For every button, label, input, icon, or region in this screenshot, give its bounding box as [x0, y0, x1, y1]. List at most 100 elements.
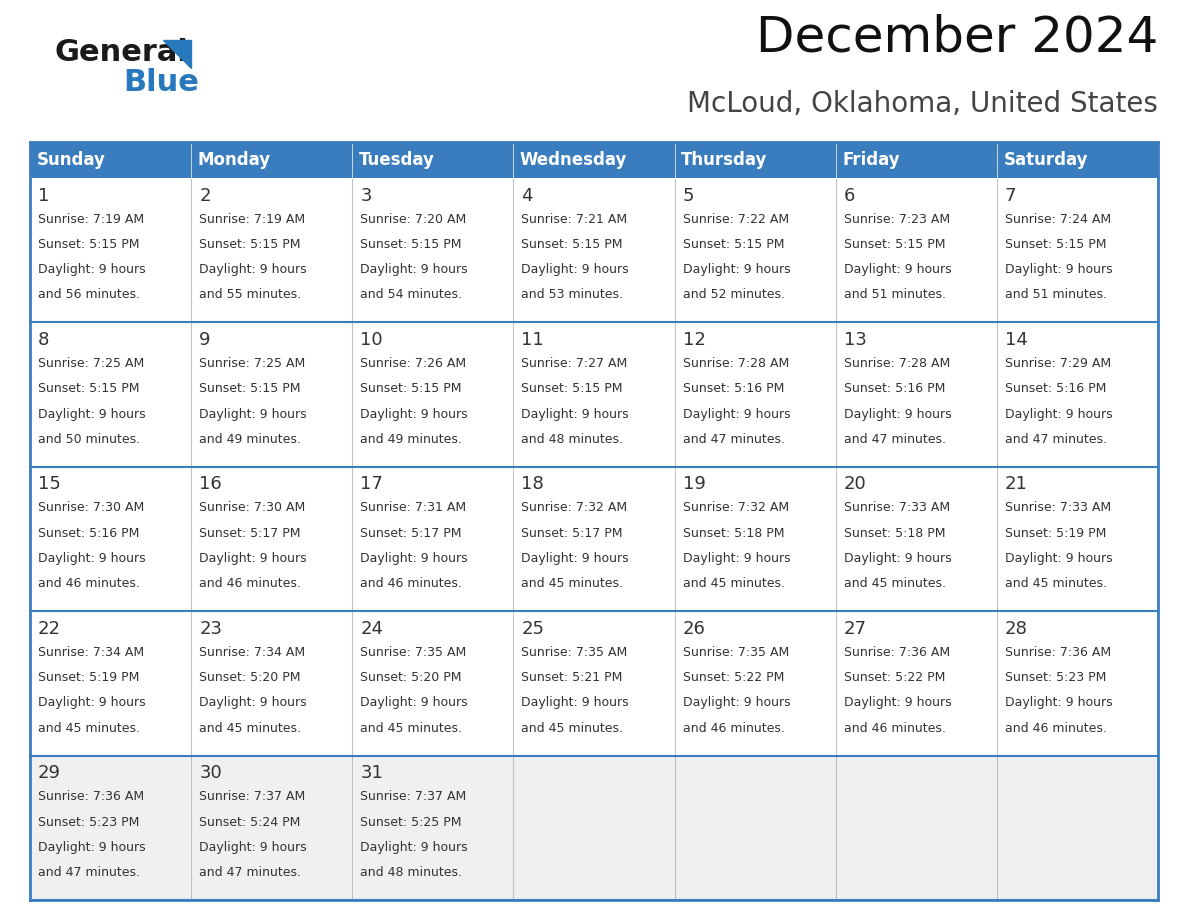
Text: Monday: Monday — [197, 151, 271, 169]
Text: Daylight: 9 hours: Daylight: 9 hours — [522, 697, 630, 710]
Text: Sunset: 5:25 PM: Sunset: 5:25 PM — [360, 815, 462, 829]
Text: Sunset: 5:24 PM: Sunset: 5:24 PM — [200, 815, 301, 829]
Text: Daylight: 9 hours: Daylight: 9 hours — [360, 552, 468, 565]
Bar — [30, 142, 1158, 178]
Text: Sunset: 5:15 PM: Sunset: 5:15 PM — [200, 238, 301, 251]
Text: 31: 31 — [360, 765, 384, 782]
Text: 3: 3 — [360, 186, 372, 205]
Text: and 47 minutes.: and 47 minutes. — [200, 866, 302, 879]
Text: 20: 20 — [843, 476, 866, 494]
Text: Sunrise: 7:28 AM: Sunrise: 7:28 AM — [683, 357, 789, 370]
Text: and 45 minutes.: and 45 minutes. — [360, 722, 462, 734]
Text: Sunrise: 7:37 AM: Sunrise: 7:37 AM — [200, 790, 305, 803]
Text: and 47 minutes.: and 47 minutes. — [843, 433, 946, 446]
Text: Saturday: Saturday — [1004, 151, 1088, 169]
Text: Daylight: 9 hours: Daylight: 9 hours — [360, 408, 468, 420]
Text: 19: 19 — [683, 476, 706, 494]
Text: Sunset: 5:17 PM: Sunset: 5:17 PM — [522, 527, 623, 540]
Text: Sunrise: 7:26 AM: Sunrise: 7:26 AM — [360, 357, 467, 370]
Text: Daylight: 9 hours: Daylight: 9 hours — [1005, 697, 1112, 710]
Text: Sunrise: 7:36 AM: Sunrise: 7:36 AM — [843, 646, 950, 659]
Text: Daylight: 9 hours: Daylight: 9 hours — [522, 552, 630, 565]
Text: Sunrise: 7:30 AM: Sunrise: 7:30 AM — [38, 501, 144, 514]
Text: Sunday: Sunday — [37, 151, 106, 169]
Text: 28: 28 — [1005, 620, 1028, 638]
Text: Wednesday: Wednesday — [520, 151, 627, 169]
Text: Sunset: 5:15 PM: Sunset: 5:15 PM — [522, 382, 623, 396]
Text: Sunset: 5:19 PM: Sunset: 5:19 PM — [1005, 527, 1106, 540]
Text: and 48 minutes.: and 48 minutes. — [522, 433, 624, 446]
Text: Daylight: 9 hours: Daylight: 9 hours — [360, 841, 468, 854]
Text: Sunrise: 7:23 AM: Sunrise: 7:23 AM — [843, 213, 950, 226]
Text: Sunset: 5:22 PM: Sunset: 5:22 PM — [843, 671, 946, 684]
Text: Sunrise: 7:24 AM: Sunrise: 7:24 AM — [1005, 213, 1111, 226]
Text: Sunset: 5:20 PM: Sunset: 5:20 PM — [360, 671, 462, 684]
Text: 9: 9 — [200, 331, 210, 349]
Text: Sunrise: 7:19 AM: Sunrise: 7:19 AM — [38, 213, 144, 226]
Text: Daylight: 9 hours: Daylight: 9 hours — [1005, 408, 1112, 420]
Text: McLoud, Oklahoma, United States: McLoud, Oklahoma, United States — [687, 90, 1158, 118]
Text: Sunrise: 7:27 AM: Sunrise: 7:27 AM — [522, 357, 627, 370]
Text: and 46 minutes.: and 46 minutes. — [843, 722, 946, 734]
Text: Sunrise: 7:33 AM: Sunrise: 7:33 AM — [843, 501, 950, 514]
Text: Daylight: 9 hours: Daylight: 9 hours — [200, 552, 307, 565]
Text: Sunset: 5:15 PM: Sunset: 5:15 PM — [843, 238, 946, 251]
Text: Daylight: 9 hours: Daylight: 9 hours — [522, 263, 630, 276]
Bar — [30, 466, 1158, 611]
Text: Daylight: 9 hours: Daylight: 9 hours — [683, 408, 790, 420]
Text: and 54 minutes.: and 54 minutes. — [360, 288, 462, 301]
Text: Sunrise: 7:21 AM: Sunrise: 7:21 AM — [522, 213, 627, 226]
Text: and 46 minutes.: and 46 minutes. — [200, 577, 301, 590]
Text: 6: 6 — [843, 186, 855, 205]
Text: Daylight: 9 hours: Daylight: 9 hours — [38, 408, 146, 420]
Bar — [30, 611, 1158, 756]
Text: 25: 25 — [522, 620, 544, 638]
Text: Daylight: 9 hours: Daylight: 9 hours — [1005, 552, 1112, 565]
Text: 5: 5 — [683, 186, 694, 205]
Text: Sunset: 5:16 PM: Sunset: 5:16 PM — [683, 382, 784, 396]
Text: Daylight: 9 hours: Daylight: 9 hours — [1005, 263, 1112, 276]
Text: Daylight: 9 hours: Daylight: 9 hours — [38, 841, 146, 854]
Text: Sunset: 5:15 PM: Sunset: 5:15 PM — [360, 382, 462, 396]
Text: Sunrise: 7:34 AM: Sunrise: 7:34 AM — [200, 646, 305, 659]
Text: Sunrise: 7:20 AM: Sunrise: 7:20 AM — [360, 213, 467, 226]
Text: Sunset: 5:18 PM: Sunset: 5:18 PM — [683, 527, 784, 540]
Text: 2: 2 — [200, 186, 210, 205]
Text: Sunrise: 7:34 AM: Sunrise: 7:34 AM — [38, 646, 144, 659]
Text: and 52 minutes.: and 52 minutes. — [683, 288, 784, 301]
Text: Daylight: 9 hours: Daylight: 9 hours — [683, 552, 790, 565]
Text: Daylight: 9 hours: Daylight: 9 hours — [200, 697, 307, 710]
Text: Daylight: 9 hours: Daylight: 9 hours — [843, 408, 952, 420]
Text: 27: 27 — [843, 620, 867, 638]
Text: Sunset: 5:23 PM: Sunset: 5:23 PM — [38, 815, 139, 829]
Text: Sunrise: 7:22 AM: Sunrise: 7:22 AM — [683, 213, 789, 226]
Bar — [30, 322, 1158, 466]
Text: Sunset: 5:17 PM: Sunset: 5:17 PM — [360, 527, 462, 540]
Text: Sunset: 5:16 PM: Sunset: 5:16 PM — [843, 382, 946, 396]
Text: 15: 15 — [38, 476, 61, 494]
Polygon shape — [163, 40, 191, 68]
Text: General: General — [55, 38, 189, 67]
Text: Daylight: 9 hours: Daylight: 9 hours — [38, 697, 146, 710]
Text: and 45 minutes.: and 45 minutes. — [843, 577, 946, 590]
Text: 16: 16 — [200, 476, 222, 494]
Text: 4: 4 — [522, 186, 533, 205]
Text: Sunrise: 7:35 AM: Sunrise: 7:35 AM — [522, 646, 627, 659]
Text: 7: 7 — [1005, 186, 1017, 205]
Text: Daylight: 9 hours: Daylight: 9 hours — [522, 408, 630, 420]
Text: and 47 minutes.: and 47 minutes. — [38, 866, 140, 879]
Text: and 49 minutes.: and 49 minutes. — [200, 433, 301, 446]
Text: Tuesday: Tuesday — [359, 151, 435, 169]
Text: 11: 11 — [522, 331, 544, 349]
Text: Sunset: 5:15 PM: Sunset: 5:15 PM — [360, 238, 462, 251]
Text: 10: 10 — [360, 331, 383, 349]
Text: and 53 minutes.: and 53 minutes. — [522, 288, 624, 301]
Text: Sunset: 5:15 PM: Sunset: 5:15 PM — [1005, 238, 1106, 251]
Text: Sunset: 5:21 PM: Sunset: 5:21 PM — [522, 671, 623, 684]
Text: Sunset: 5:15 PM: Sunset: 5:15 PM — [683, 238, 784, 251]
Text: and 45 minutes.: and 45 minutes. — [1005, 577, 1107, 590]
Text: and 49 minutes.: and 49 minutes. — [360, 433, 462, 446]
Text: Sunset: 5:20 PM: Sunset: 5:20 PM — [200, 671, 301, 684]
Text: 17: 17 — [360, 476, 384, 494]
Text: Sunrise: 7:28 AM: Sunrise: 7:28 AM — [843, 357, 950, 370]
